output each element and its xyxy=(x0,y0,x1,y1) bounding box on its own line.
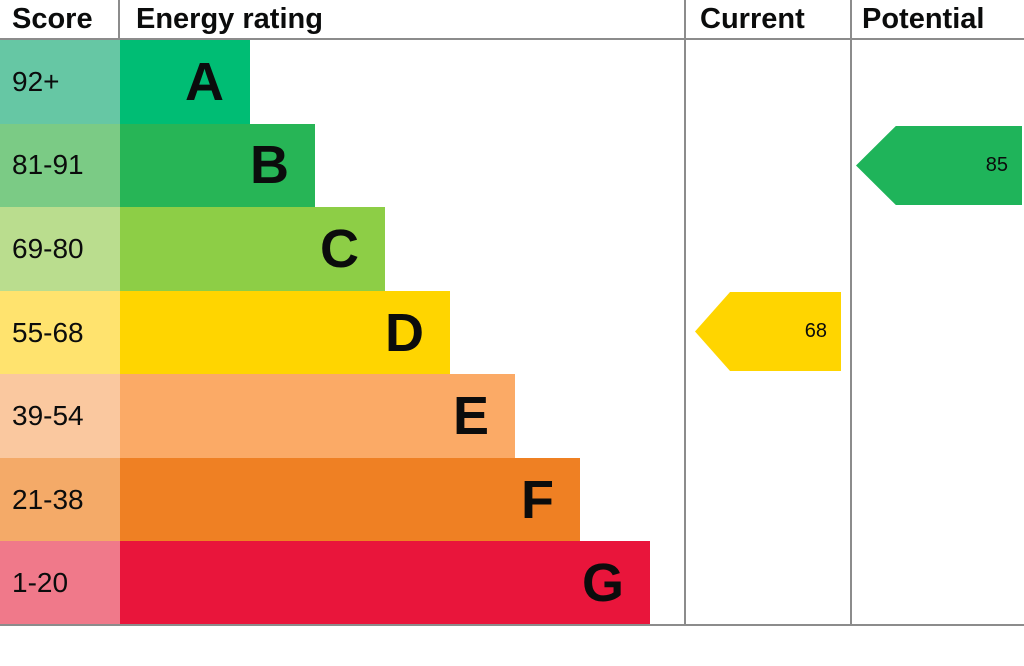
header-score: Score xyxy=(0,0,120,38)
score-range-a: 92+ xyxy=(0,40,120,124)
header-potential: Potential xyxy=(862,2,985,35)
chart-bottom-rule xyxy=(0,624,1024,626)
score-range-f: 21-38 xyxy=(0,457,120,542)
header-current: Current xyxy=(700,2,805,35)
band-row-b: 81-91 B xyxy=(0,123,684,208)
rating-bar-d: D xyxy=(120,290,450,375)
rating-bar-a: A xyxy=(120,40,250,124)
score-range-g: 1-20 xyxy=(0,541,120,626)
current-column-divider xyxy=(684,0,686,625)
chart-header: Score Energy rating Current Potential xyxy=(0,0,1024,40)
band-rows: 92+ A 81-91 B 69-80 C 55-68 D 39-54 xyxy=(0,40,684,626)
rating-letter-b: B xyxy=(250,135,289,196)
potential-rating-arrow: 85 xyxy=(856,126,1022,205)
band-row-f: 21-38 F xyxy=(0,457,684,542)
score-range-d: 55-68 xyxy=(0,290,120,375)
rating-bar-b: B xyxy=(120,123,315,208)
rating-bar-c: C xyxy=(120,207,385,291)
score-range-c: 69-80 xyxy=(0,207,120,291)
rating-bar-g: G xyxy=(120,541,650,626)
score-range-e: 39-54 xyxy=(0,374,120,458)
rating-letter-g: G xyxy=(581,553,624,614)
current-rating-value: 68 xyxy=(804,320,827,342)
potential-column-divider xyxy=(850,0,852,625)
band-row-c: 69-80 C xyxy=(0,207,684,291)
rating-letter-d: D xyxy=(385,302,424,363)
rating-letter-f: F xyxy=(521,469,554,530)
rating-letter-a: A xyxy=(185,51,224,112)
band-row-g: 1-20 G xyxy=(0,541,684,626)
score-range-b: 81-91 xyxy=(0,123,120,208)
band-row-e: 39-54 E xyxy=(0,374,684,458)
rating-bar-e: E xyxy=(120,374,515,458)
current-rating-arrow: 68 xyxy=(695,292,841,371)
potential-rating-value: 85 xyxy=(985,154,1008,176)
rating-letter-c: C xyxy=(320,218,359,279)
rating-bar-f: F xyxy=(120,457,580,542)
band-row-d: 55-68 D xyxy=(0,290,684,375)
band-row-a: 92+ A xyxy=(0,40,684,124)
rating-letter-e: E xyxy=(452,386,489,447)
header-energy-rating: Energy rating xyxy=(136,2,323,35)
